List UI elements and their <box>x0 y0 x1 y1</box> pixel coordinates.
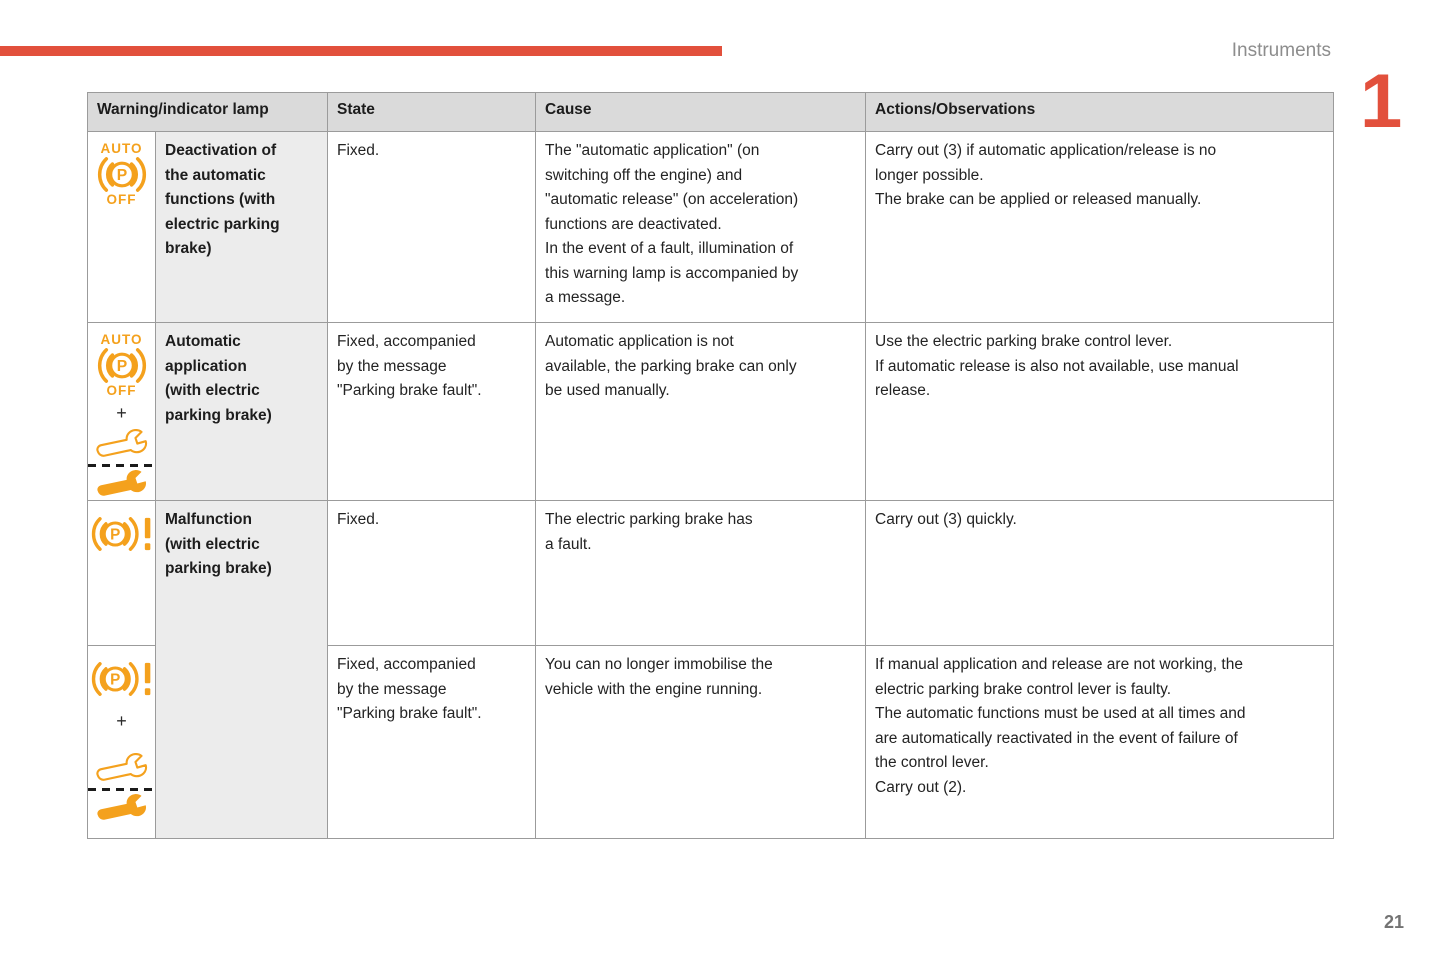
auto-label: AUTO <box>100 332 143 347</box>
header-warning-lamp: Warning/indicator lamp <box>86 92 329 132</box>
parking-brake-exclamation-icon: P <box>91 662 150 696</box>
cause-cell: The electric parking brake has a fault. <box>535 500 867 646</box>
plus-sign: + <box>116 403 127 423</box>
lamp-name-cell: Deactivation of the automatic functions … <box>154 131 329 323</box>
header-state: State <box>327 92 537 132</box>
table-row: AUTO P OFF Deactivation of the automatic… <box>87 131 1335 323</box>
actions-cell: Carry out (3) if automatic application/r… <box>865 131 1335 323</box>
cause-cell: The "automatic application" (on switchin… <box>535 131 867 323</box>
auto-parking-brake-off-service-icon: AUTO P OFF + <box>88 333 155 499</box>
table-row: P + Fixed, accompanied <box>87 645 1335 839</box>
table-header-row: Warning/indicator lamp State Cause Actio… <box>86 92 1335 132</box>
state-cell: Fixed. <box>327 500 537 646</box>
service-wrench-filled-icon <box>96 794 146 820</box>
parking-brake-icon: P <box>97 157 146 192</box>
header-actions: Actions/Observations <box>865 92 1335 132</box>
p-letter: P <box>110 672 120 689</box>
p-letter: P <box>116 167 126 184</box>
dashed-divider <box>88 788 155 791</box>
service-wrench-outline-icon <box>95 753 147 781</box>
parking-brake-fault-icon: P <box>88 511 155 552</box>
table-row: P Malfunction (with electric parking bra… <box>87 500 1335 839</box>
lamp-cell: P <box>87 500 156 646</box>
accent-bar <box>0 46 722 56</box>
plus-sign: + <box>116 711 127 731</box>
state-cell: Fixed, accompanied by the message "Parki… <box>327 645 537 839</box>
table-row: AUTO P OFF + <box>87 322 1335 501</box>
dashed-divider <box>88 464 155 467</box>
cause-cell: Automatic application is not available, … <box>535 322 867 501</box>
actions-cell: If manual application and release are no… <box>865 645 1335 839</box>
warning-lamp-table: Warning/indicator lamp State Cause Actio… <box>86 92 1335 839</box>
lamp-cell: AUTO P OFF + <box>87 322 156 501</box>
off-label: OFF <box>106 192 137 207</box>
service-wrench-filled-icon <box>96 470 146 496</box>
state-cell: Fixed, accompanied by the message "Parki… <box>327 322 537 501</box>
section-title: Instruments <box>1231 40 1331 61</box>
actions-cell: Use the electric parking brake control l… <box>865 322 1335 501</box>
cause-cell: You can no longer immobilise the vehicle… <box>535 645 867 839</box>
lamp-cell: AUTO P OFF <box>87 131 156 323</box>
lamp-name-cell: Automatic application (with electric par… <box>154 322 329 501</box>
header-cause: Cause <box>535 92 867 132</box>
p-letter: P <box>116 358 126 375</box>
page-number: 21 <box>1383 912 1404 932</box>
auto-parking-brake-deactivated-icon: AUTO P OFF <box>88 142 155 207</box>
service-wrench-outline-icon <box>95 429 147 457</box>
parking-brake-icon: P <box>97 348 146 383</box>
actions-cell: Carry out (3) quickly. <box>865 500 1335 646</box>
state-cell: Fixed. <box>327 131 537 323</box>
lamp-name-cell: Malfunction (with electric parking brake… <box>154 500 329 839</box>
parking-brake-exclamation-icon: P <box>91 517 150 551</box>
lamp-cell: P + <box>87 645 156 839</box>
chapter-number: 1 <box>1360 59 1402 144</box>
off-label: OFF <box>106 383 137 398</box>
auto-label: AUTO <box>100 141 143 156</box>
p-letter: P <box>110 527 120 544</box>
parking-brake-fault-service-icon: P + <box>88 656 155 823</box>
